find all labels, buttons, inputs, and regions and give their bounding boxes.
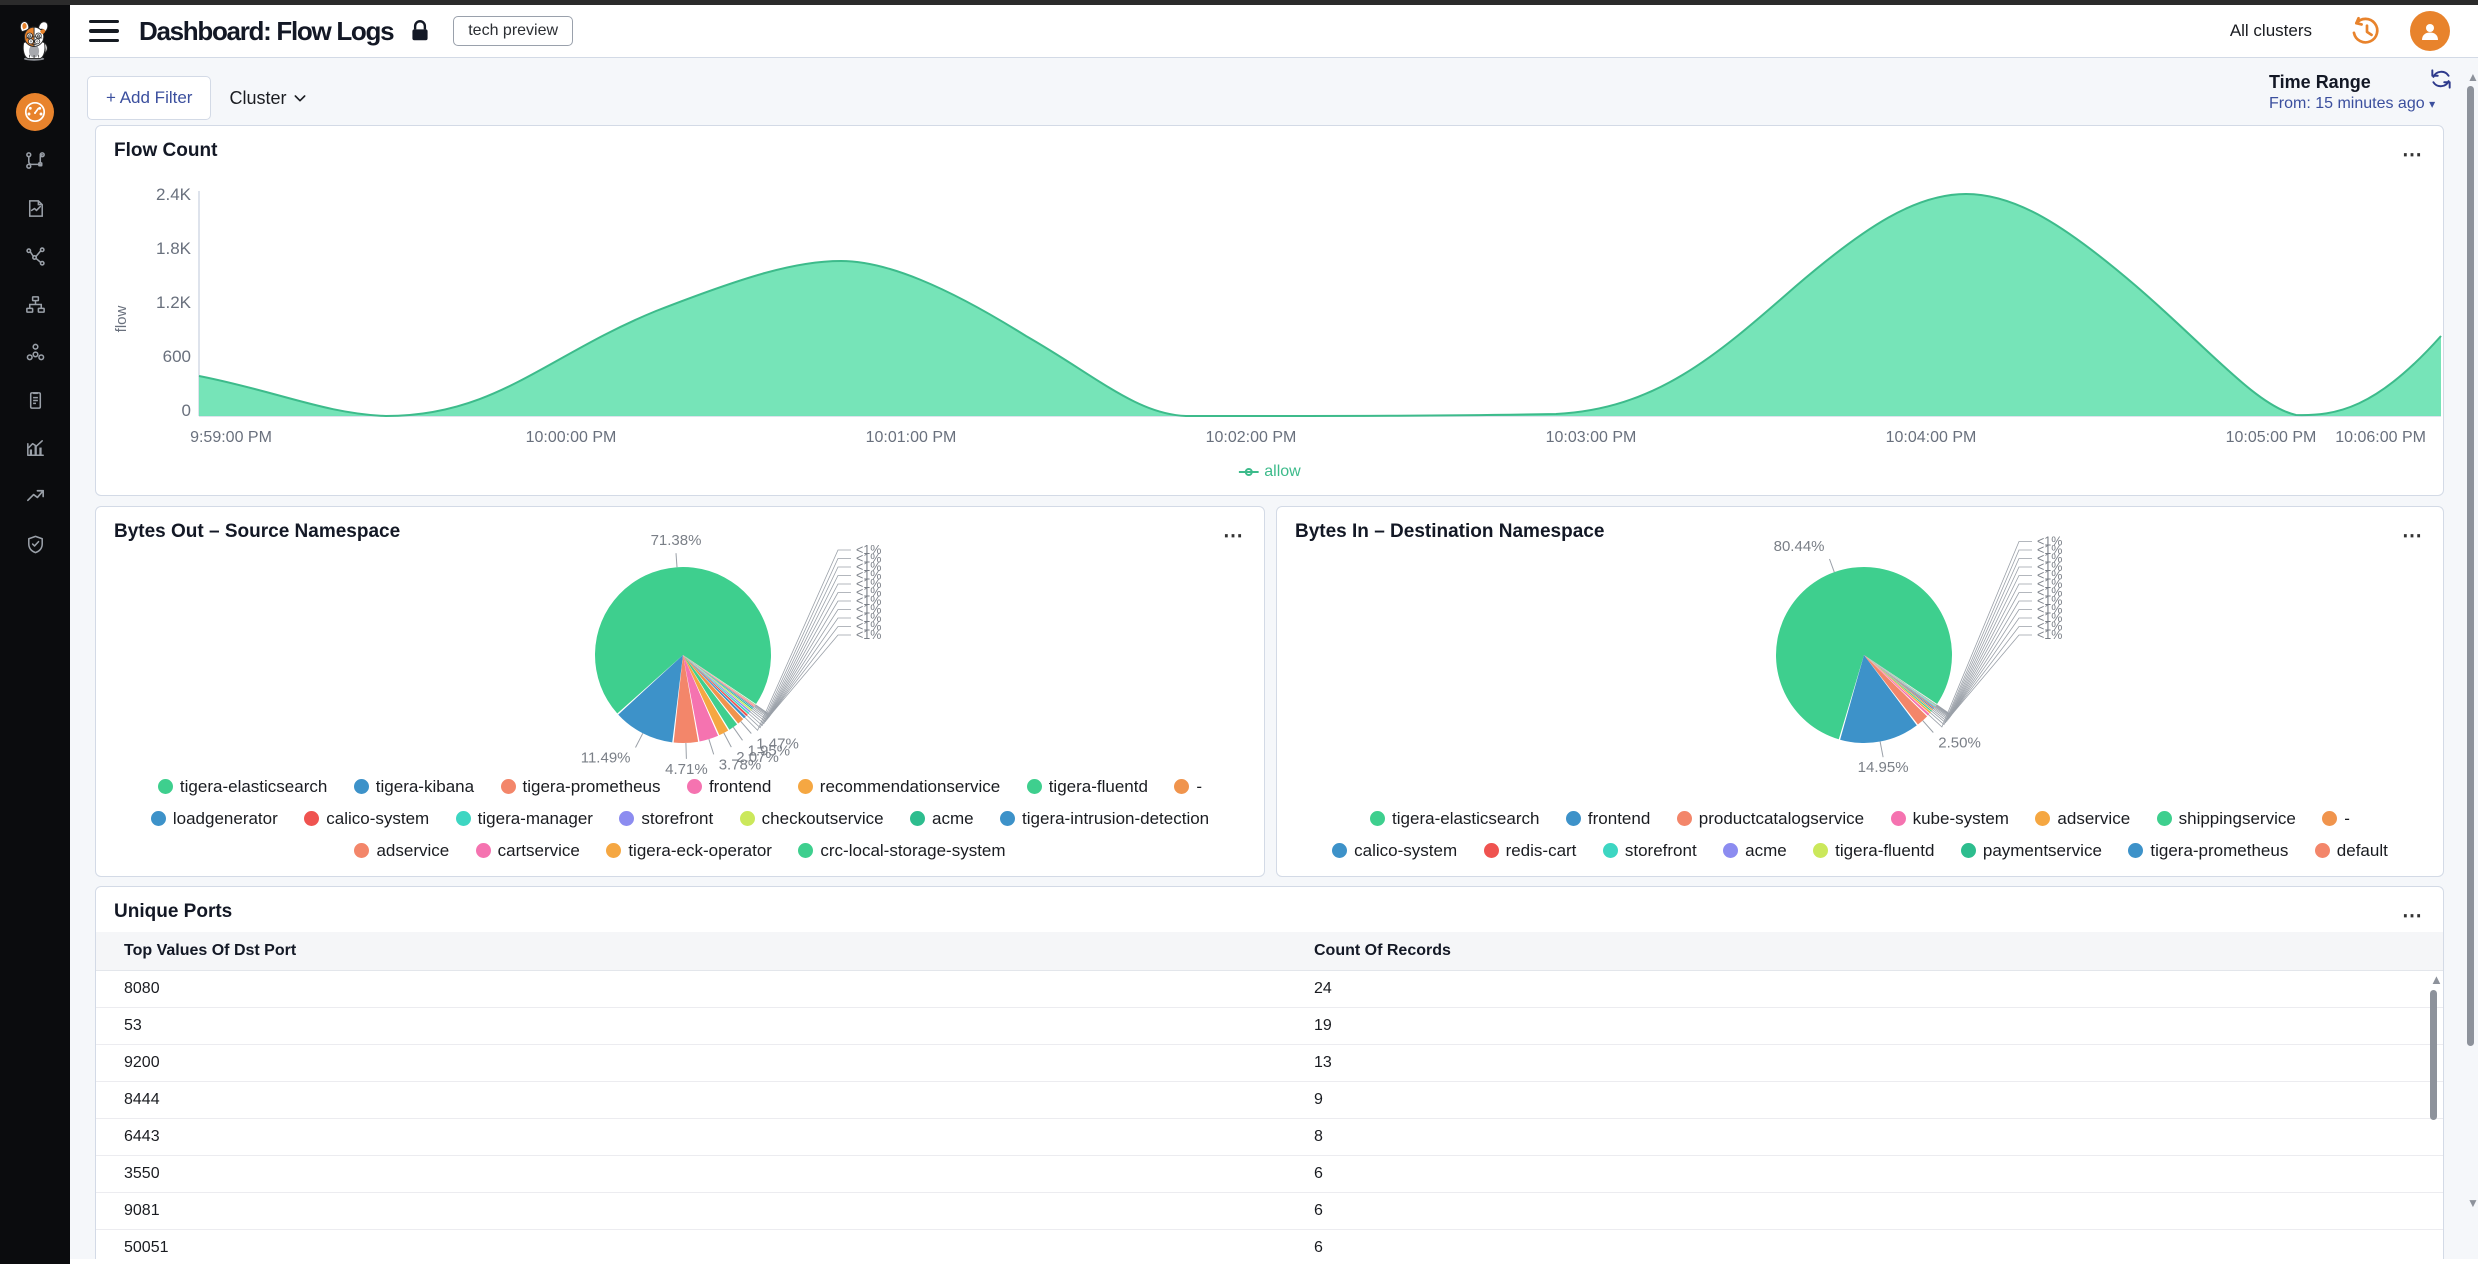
svg-text:10:01:00 PM: 10:01:00 PM bbox=[866, 429, 957, 446]
svg-text:80.44%: 80.44% bbox=[1774, 538, 1825, 555]
svg-text:71.38%: 71.38% bbox=[651, 532, 702, 549]
svg-text:600: 600 bbox=[163, 347, 191, 366]
svg-text:10:02:00 PM: 10:02:00 PM bbox=[1206, 429, 1297, 446]
svg-text:10:05:00 PM: 10:05:00 PM bbox=[2226, 429, 2317, 446]
svg-text:10:04:00 PM: 10:04:00 PM bbox=[1886, 429, 1977, 446]
svg-text:2.4K: 2.4K bbox=[156, 185, 192, 204]
svg-text:1.2K: 1.2K bbox=[156, 293, 192, 312]
svg-text:11.49%: 11.49% bbox=[581, 750, 631, 767]
svg-text:10:03:00 PM: 10:03:00 PM bbox=[1546, 429, 1637, 446]
svg-text:0: 0 bbox=[182, 401, 191, 420]
svg-text:<1%: <1% bbox=[856, 628, 881, 642]
svg-text:2.50%: 2.50% bbox=[1938, 735, 1981, 752]
svg-text:1.47%: 1.47% bbox=[756, 736, 799, 753]
svg-text:flow: flow bbox=[113, 306, 130, 333]
svg-text:10:06:00 PM: 10:06:00 PM bbox=[2335, 429, 2426, 446]
svg-text:14.95%: 14.95% bbox=[1858, 759, 1909, 776]
svg-text:9:59:00 PM: 9:59:00 PM bbox=[190, 429, 272, 446]
svg-text:10:00:00 PM: 10:00:00 PM bbox=[526, 429, 617, 446]
svg-text:1.8K: 1.8K bbox=[156, 239, 192, 258]
svg-text:<1%: <1% bbox=[2037, 628, 2062, 642]
